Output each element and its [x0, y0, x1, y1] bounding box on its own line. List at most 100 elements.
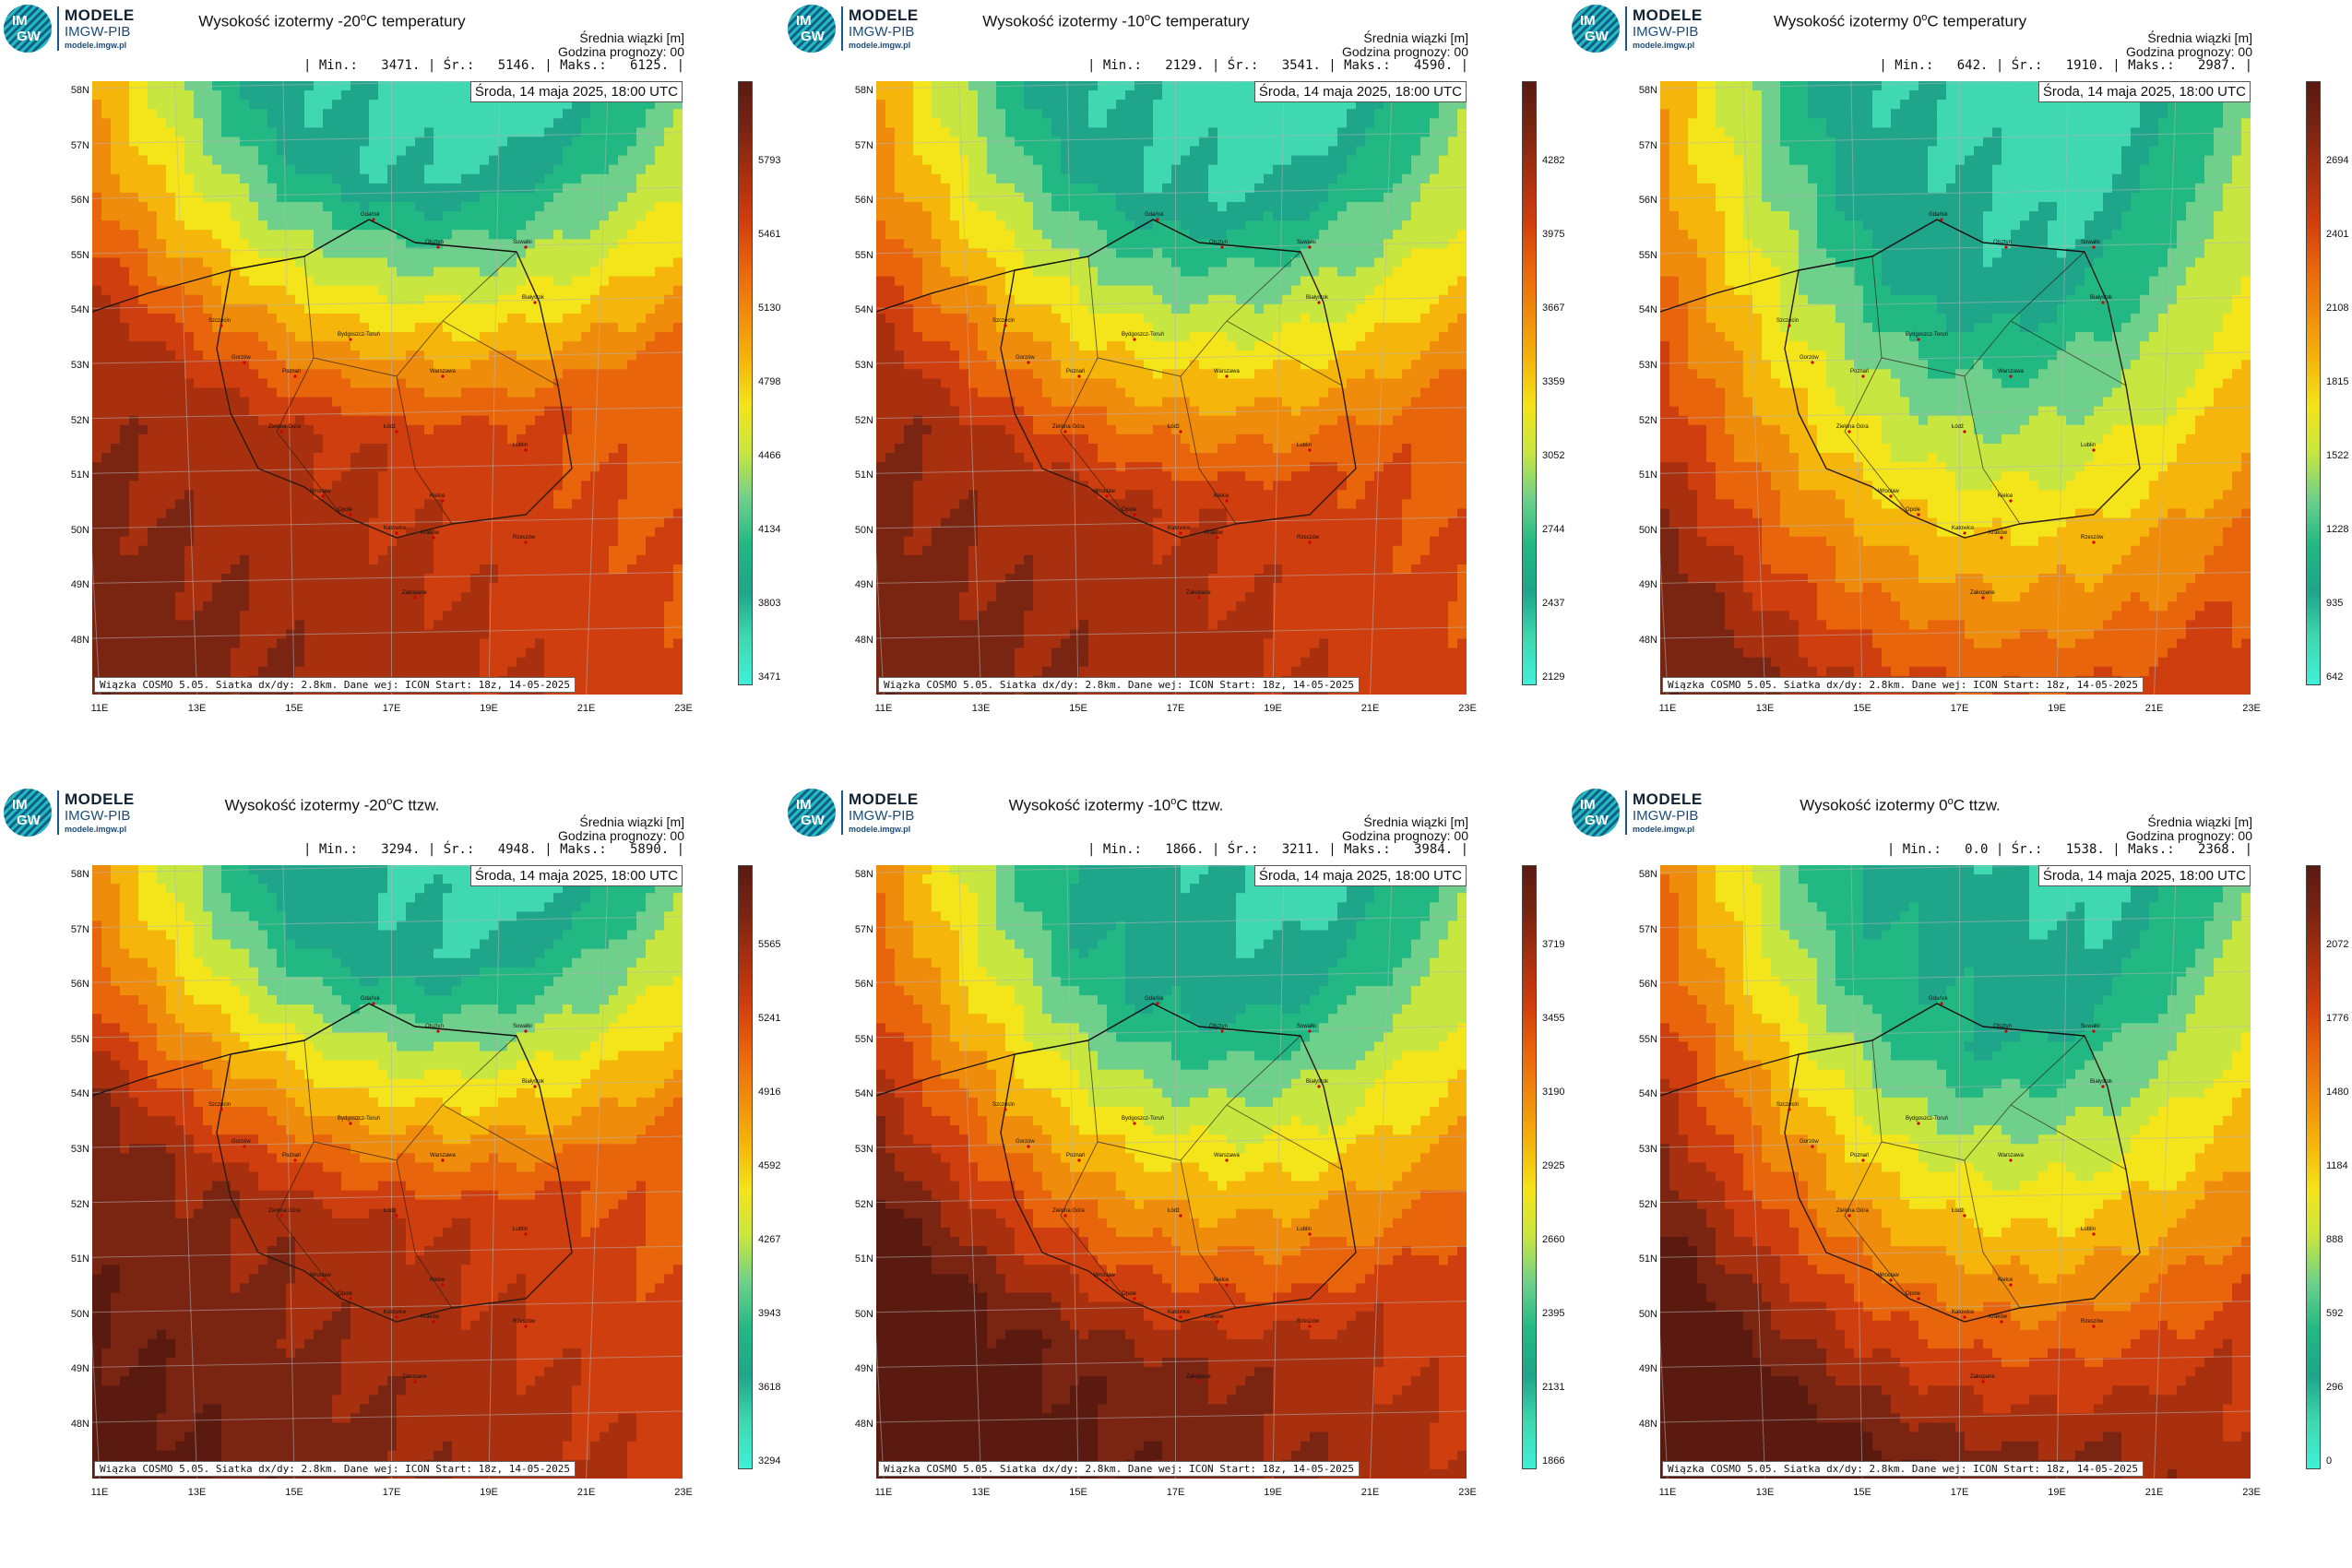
longitude-gridline	[1370, 81, 1393, 695]
latitude-gridline	[1660, 1191, 2251, 1204]
voivodeship-borders	[276, 1035, 559, 1309]
city-marker	[1133, 1122, 1136, 1125]
city-label: Katowice	[1168, 1310, 1191, 1315]
min-mean-max: | Min.: 0.0 | Śr.: 1538. | Maks.: 2368. …	[1887, 843, 2252, 857]
colorbar-tick: 1228	[2326, 524, 2348, 535]
longitude-gridline	[586, 81, 609, 695]
latitude-gridline	[1660, 1026, 2251, 1039]
map-field: Gdańsk Olsztyn Suwałki Białystok Szczecin Byd…	[876, 865, 1467, 1479]
city-label: Bydgoszcz-Toruń	[1122, 1116, 1164, 1122]
city-label: Katowice	[384, 1310, 407, 1315]
city-marker	[220, 324, 223, 327]
lon-label: 21E	[2136, 703, 2173, 714]
city-marker	[1179, 1214, 1182, 1218]
latitude-gridline	[876, 1080, 1467, 1093]
lon-label: 21E	[1352, 703, 1389, 714]
city-marker	[1077, 1158, 1081, 1162]
colorbar-tick: 1184	[2326, 1160, 2348, 1171]
lon-label: 23E	[665, 1487, 702, 1498]
city-marker	[1077, 374, 1081, 378]
lat-label: 53N	[51, 1144, 89, 1155]
lat-label: 55N	[51, 250, 89, 261]
city-label: Wrocław	[1878, 489, 1900, 494]
city-label: Kielce	[1214, 1277, 1229, 1283]
city-marker	[436, 245, 440, 249]
map-panel-5: IM GW MODELE IMGW-PIB modele.imgw.pl Wyso…	[784, 784, 1568, 1568]
city-marker	[1225, 499, 1229, 503]
city-label: Gdańsk	[361, 996, 381, 1002]
city-label: Łódź	[1952, 1208, 1964, 1214]
logo-url: modele.imgw.pl	[65, 41, 126, 50]
latitude-gridline	[1660, 1355, 2251, 1368]
city-label: Szczecin	[1776, 318, 1799, 324]
city-label: Suwałki	[1297, 1024, 1316, 1029]
map-field: Gdańsk Olsztyn Suwałki Białystok Szczecin Byd…	[876, 81, 1467, 695]
city-marker	[1981, 1380, 1985, 1384]
latitude-gridline	[876, 242, 1467, 255]
longitude-gridline	[488, 865, 501, 1479]
forecast-map: Gdańsk Olsztyn Suwałki Białystok Szczecin Byd…	[1660, 865, 2251, 1479]
city-marker	[1179, 430, 1182, 434]
lon-label: 19E	[470, 1487, 507, 1498]
colorbar-tick: 3471	[758, 671, 780, 683]
city-marker	[1133, 513, 1136, 517]
latitude-gridline	[876, 865, 1295, 873]
lat-label: 55N	[1619, 1034, 1657, 1045]
lat-label: 56N	[1619, 195, 1657, 206]
city-label: Gorzów	[232, 355, 251, 361]
lat-label: 53N	[51, 360, 89, 371]
city-marker	[2092, 448, 2096, 452]
lon-label: 17E	[1942, 1487, 1978, 1498]
city-marker	[293, 374, 297, 378]
lat-label: 49N	[51, 1363, 89, 1374]
city-label: Białystok	[522, 1079, 545, 1085]
colorbar-tick: 3455	[1542, 1013, 1564, 1024]
logo-name: MODELE	[1633, 790, 1703, 809]
city-marker	[1963, 1214, 1966, 1218]
latitude-gridline	[92, 970, 683, 983]
latitude-gridline	[1660, 1080, 2251, 1093]
lat-label: 50N	[51, 525, 89, 536]
city-marker	[2004, 1029, 2008, 1033]
city-marker	[524, 1029, 528, 1033]
latitude-gridline	[1660, 351, 2251, 364]
city-marker	[1225, 1158, 1229, 1162]
valid-datetime: Środa, 14 maja 2025, 18:00 UTC	[2037, 865, 2251, 886]
longitude-gridline	[1742, 865, 1765, 1479]
lat-label: 51N	[51, 469, 89, 481]
logo-url: modele.imgw.pl	[1633, 41, 1694, 50]
colorbar-tick: 4267	[758, 1234, 780, 1245]
lat-label: 58N	[1619, 869, 1657, 880]
city-label: Zakopane	[1186, 590, 1211, 596]
colorbar-tick: 1522	[2326, 450, 2348, 461]
panel-title: Wysokość izotermy -20oC ttzw.	[148, 796, 517, 815]
city-label: Rzeszów	[513, 1319, 536, 1324]
coastline	[1660, 1003, 2085, 1097]
latitude-gridline	[92, 1245, 683, 1258]
city-label: Szczecin	[992, 1102, 1015, 1108]
lat-label: 54N	[51, 1088, 89, 1099]
city-marker	[395, 1315, 398, 1319]
panel-title: Wysokość izotermy -20oC temperatury	[148, 12, 517, 31]
lat-label: 54N	[1619, 1088, 1657, 1099]
forecast-map: Gdańsk Olsztyn Suwałki Białystok Szczecin Byd…	[1660, 81, 2251, 695]
city-label: Zakopane	[402, 590, 427, 596]
min-mean-max: | Min.: 642. | Śr.: 1910. | Maks.: 2987.…	[1879, 59, 2252, 73]
colorbar-tick: 2395	[1542, 1308, 1564, 1319]
lat-label: 56N	[51, 979, 89, 990]
city-label: Kielce	[1998, 493, 2013, 499]
city-marker	[2092, 245, 2096, 249]
city-label: Lublin	[2081, 443, 2096, 448]
lon-label: 13E	[179, 703, 216, 714]
panel-title: Wysokość izotermy -10oC temperatury	[932, 12, 1301, 31]
longitude-gridline	[2056, 865, 2069, 1479]
imgw-logo-mark: IM GW	[788, 5, 836, 53]
city-label: Opole	[338, 1291, 353, 1297]
lat-label: 56N	[51, 195, 89, 206]
city-marker	[1225, 1283, 1229, 1287]
city-label: Bydgoszcz-Toruń	[338, 1116, 380, 1122]
city-label: Rzeszów	[2081, 535, 2104, 540]
colorbar-tick: 4466	[758, 450, 780, 461]
lon-label: 21E	[1352, 1487, 1389, 1498]
longitude-gridline	[958, 865, 981, 1479]
